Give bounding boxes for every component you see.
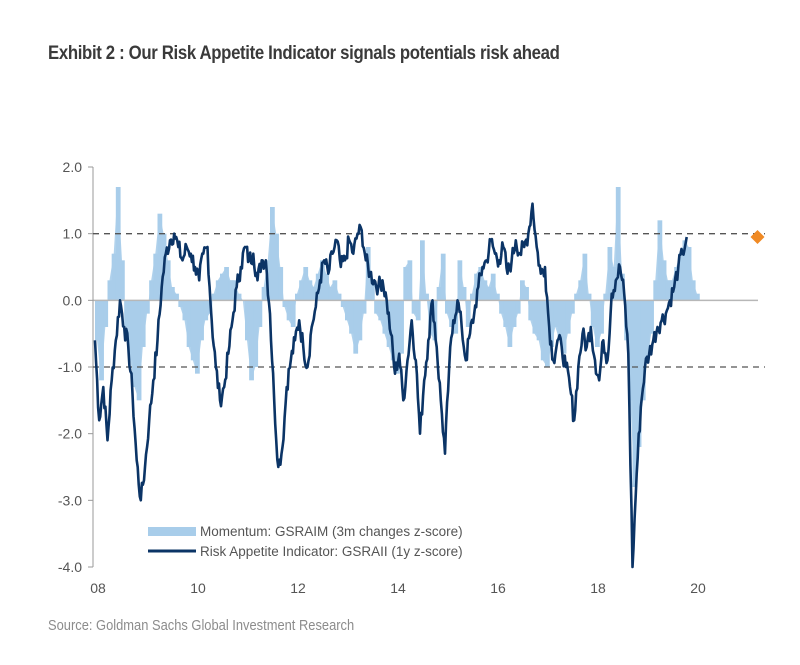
- indicator-line: [93, 202, 688, 569]
- x-tick-label: 12: [290, 580, 306, 596]
- y-tick-label: -4.0: [58, 559, 82, 575]
- y-tick-label: 0.0: [63, 292, 83, 308]
- y-tick-label: 2.0: [63, 159, 83, 175]
- momentum-area: [95, 187, 699, 487]
- reference-lines: [93, 233, 765, 368]
- latest-value-marker: [750, 230, 765, 244]
- x-tick-label: 20: [690, 580, 706, 596]
- legend-label-indicator: Risk Appetite Indicator: GSRAII (1y z-sc…: [200, 544, 463, 559]
- legend-swatch-momentum: [148, 527, 196, 536]
- legend: Momentum: GSRAIM (3m changes z-score) Ri…: [148, 524, 463, 559]
- axes: 2.0 1.0 0.0 -1.0 -2.0 -3.0 -4.0 08 10 12 14 16 18 20: [58, 159, 758, 596]
- x-tick-label: 10: [190, 580, 206, 596]
- legend-label-momentum: Momentum: GSRAIM (3m changes z-score): [200, 524, 463, 539]
- momentum-bar: [424, 293, 429, 301]
- y-tick-label: -3.0: [58, 492, 82, 508]
- x-tick-label: 08: [90, 580, 106, 596]
- y-tick-label: -2.0: [58, 426, 82, 442]
- latest-marker-layer: [750, 230, 765, 244]
- x-tick-label: 14: [390, 580, 406, 596]
- chart-title: Exhibit 2 : Our Risk Appetite Indicator …: [48, 42, 560, 64]
- x-tick-label: 16: [490, 580, 506, 596]
- source-note: Source: Goldman Sachs Global Investment …: [48, 617, 355, 634]
- indicator-line-layer: [93, 202, 688, 569]
- y-tick-label: -1.0: [58, 359, 82, 375]
- x-tick-label: 18: [590, 580, 606, 596]
- y-tick-label: 1.0: [63, 226, 83, 242]
- momentum-area-layer: [95, 187, 700, 487]
